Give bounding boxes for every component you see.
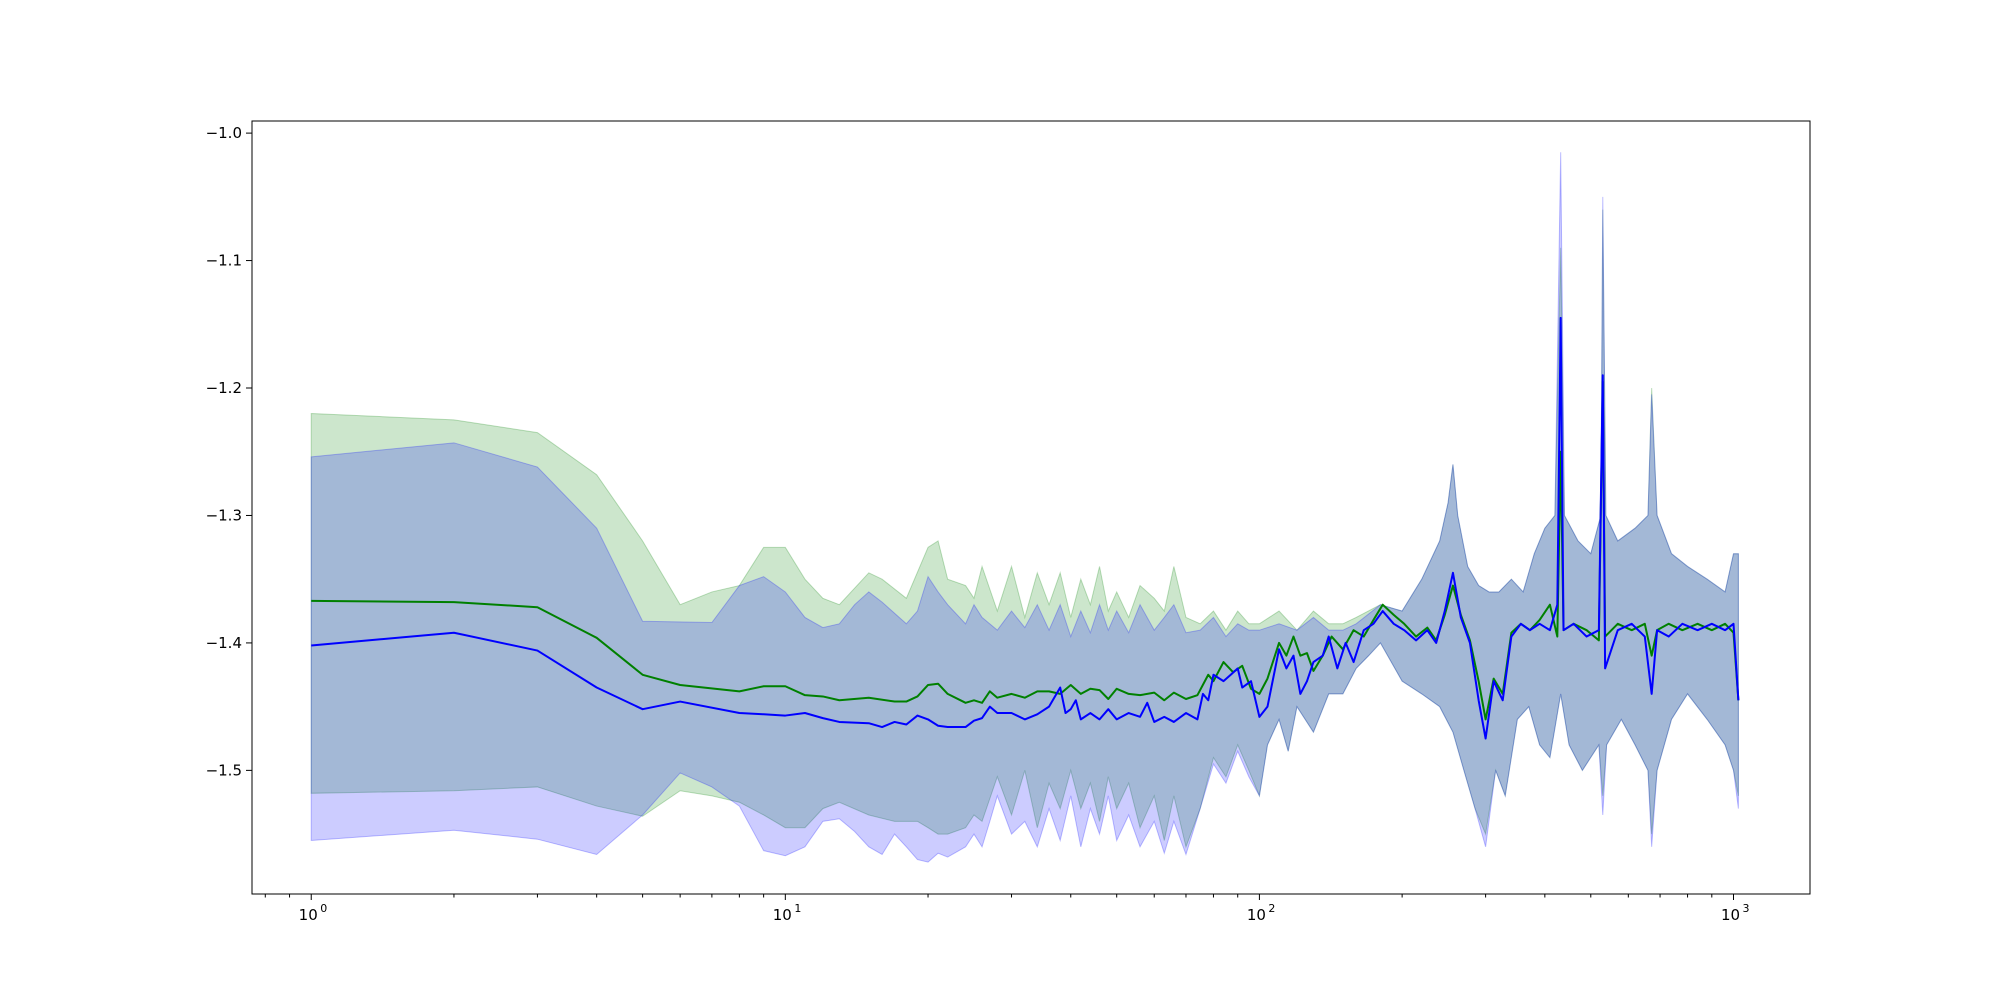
x-tick-label: 10 (773, 906, 792, 924)
plot-area-frame (251, 120, 1811, 895)
series-line-1 (311, 316, 1740, 740)
series-lines (311, 316, 1740, 740)
x-axis: 10 0 10 1 10 2 10 3 (264, 894, 1749, 924)
y-tick-label: −1.4 (206, 634, 242, 652)
x-tick-label: 10 (1721, 906, 1740, 924)
y-tick-label: −1.1 (206, 252, 242, 270)
x-tick-exponent: 1 (794, 902, 801, 915)
x-tick-exponent: 3 (1742, 902, 1749, 915)
y-tick-label: −1.3 (206, 506, 242, 524)
confidence-band-0 (310, 209, 1739, 849)
confidence-band-1 (310, 152, 1739, 863)
x-tick-label: 10 (299, 906, 318, 924)
confidence-bands (310, 152, 1739, 863)
x-tick-exponent: 0 (320, 902, 327, 915)
x-tick-exponent: 2 (1268, 902, 1275, 915)
y-tick-label: −1.0 (206, 124, 242, 142)
y-tick-label: −1.5 (206, 761, 242, 779)
y-tick-label: −1.2 (206, 379, 242, 397)
y-axis: −1.0 −1.1 −1.2 −1.3 −1.4 −1.5 (206, 124, 252, 779)
x-tick-label: 10 (1247, 906, 1266, 924)
